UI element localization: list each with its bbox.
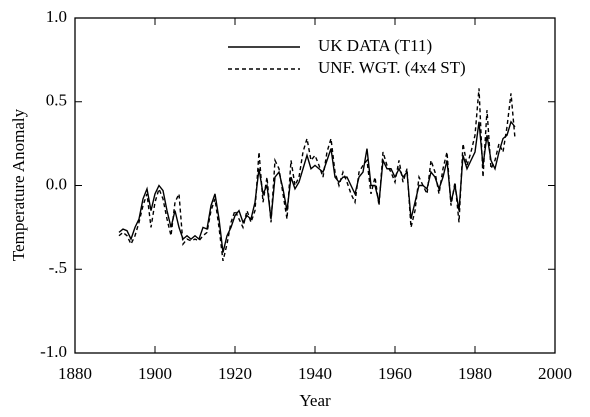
x-tick-label: 1900 <box>138 364 172 383</box>
legend-label: UK DATA (T11) <box>318 36 432 55</box>
x-tick-label: 1980 <box>458 364 492 383</box>
y-tick-label: -.5 <box>49 258 67 277</box>
series-line <box>118 120 516 253</box>
x-tick-label: 2000 <box>538 364 572 383</box>
x-tick-label: 1920 <box>218 364 252 383</box>
y-tick-label: 0.0 <box>46 174 67 193</box>
y-tick-label: -1.0 <box>40 342 67 361</box>
series-line <box>118 88 516 262</box>
x-tick-label: 1940 <box>298 364 332 383</box>
plot-frame <box>74 17 556 354</box>
x-tick-label: 1960 <box>378 364 412 383</box>
y-tick-label: 0.5 <box>46 91 67 110</box>
y-tick-label: 1.0 <box>46 7 67 26</box>
x-tick-label: 1880 <box>58 364 92 383</box>
y-axis-label: Temperature Anomaly <box>9 108 28 261</box>
legend-label: UNF. WGT. (4x4 ST) <box>318 58 466 77</box>
x-axis-label: Year <box>299 391 331 410</box>
